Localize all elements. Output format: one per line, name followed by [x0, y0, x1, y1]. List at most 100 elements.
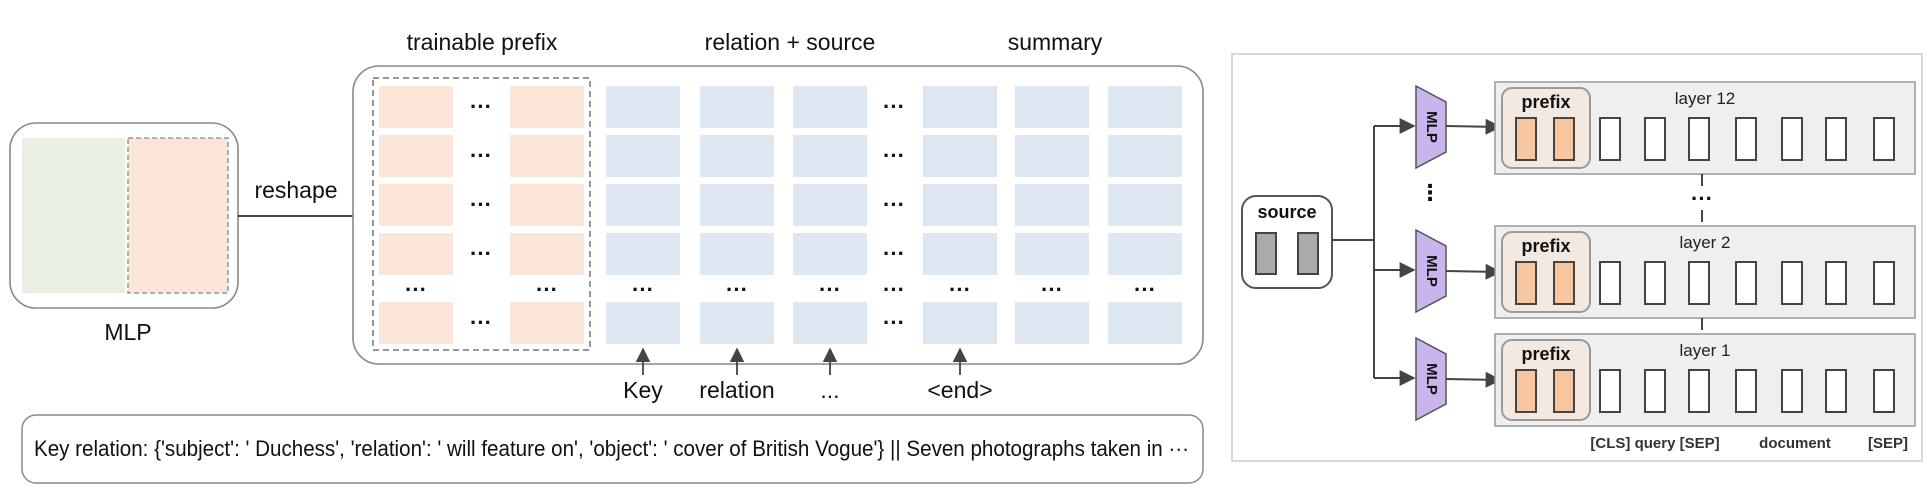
left-panel: MLP reshape trainable prefix relation + …	[9, 29, 1204, 484]
sequence-token-cell	[793, 184, 867, 226]
sequence-token-cell	[1015, 302, 1089, 344]
sequence-token-cell	[923, 135, 997, 177]
sequence-token-cell	[1108, 233, 1182, 275]
prefix-token	[1515, 369, 1537, 413]
sequence-token-cell	[793, 302, 867, 344]
sequence-token-cell	[606, 233, 680, 275]
token-label-dots: ...	[820, 377, 839, 403]
input-token	[1644, 117, 1666, 161]
label-sep: [SEP]	[1868, 435, 1908, 452]
example-text-box	[21, 414, 1204, 484]
mlp-green-block	[22, 138, 125, 293]
header-relation-source: relation + source	[705, 29, 876, 55]
mlp-label-layer-12: MLP	[1423, 111, 1440, 143]
sequence-token-cell	[1015, 184, 1089, 226]
matrix-ellipsis: ···	[883, 241, 905, 266]
sequence-token-cell	[606, 135, 680, 177]
sequence-token-cell	[1015, 135, 1089, 177]
sequence-token-cell	[793, 86, 867, 128]
layer-block: layer 12 prefix	[1494, 81, 1916, 175]
prefix-label: prefix	[1521, 92, 1570, 112]
input-token	[1688, 117, 1710, 161]
transformer-layers: layer 12 prefix layer 2 prefix layer 1 prefix	[1494, 81, 1916, 427]
matrix-ellipsis: ···	[470, 94, 492, 119]
prefix-token-cell	[510, 184, 584, 226]
matrix-ellipsis: ···	[883, 192, 905, 217]
example-text: Key relation: {'subject': ' Duchess', 'r…	[34, 436, 1189, 461]
input-token	[1873, 369, 1895, 413]
mlp-trapezoid-layer-1	[1415, 336, 1447, 422]
prefix-token-cell	[510, 233, 584, 275]
sequence-token-cell	[1015, 86, 1089, 128]
matrix-ellipsis: ···	[405, 277, 427, 302]
matrix-ellipsis: ···	[470, 192, 492, 217]
prefix-token-cell	[379, 86, 453, 128]
header-summary: summary	[1008, 29, 1103, 55]
input-token	[1781, 261, 1803, 305]
input-token	[1825, 261, 1847, 305]
input-token	[1688, 261, 1710, 305]
prefix-label: prefix	[1521, 344, 1570, 364]
mlp-label: MLP	[104, 319, 151, 345]
input-token	[1599, 261, 1621, 305]
label-document: document	[1759, 435, 1831, 452]
sequence-token-cell	[923, 184, 997, 226]
sequence-token-cell	[923, 233, 997, 275]
prefix-label: prefix	[1521, 236, 1570, 256]
sequence-token-cell	[700, 135, 774, 177]
sequence-token-cell	[700, 302, 774, 344]
sequence-token-cell	[793, 135, 867, 177]
input-token	[1599, 369, 1621, 413]
sequence-token-cell	[1015, 233, 1089, 275]
sequence-token-cell	[1108, 86, 1182, 128]
matrix-ellipsis: ···	[819, 277, 841, 302]
header-trainable-prefix: trainable prefix	[407, 29, 558, 55]
sequence-token-cell	[700, 86, 774, 128]
label-cls-query-sep: [CLS] query [SEP]	[1590, 435, 1719, 452]
sequence-token-cell	[923, 86, 997, 128]
sequence-token-cell	[606, 302, 680, 344]
prefix-token-cell	[510, 86, 584, 128]
mlp-vdots: ⋮	[1419, 180, 1441, 205]
matrix-ellipsis: ···	[470, 310, 492, 335]
layer-label: layer 12	[1675, 89, 1735, 108]
prefix-token-cell	[510, 135, 584, 177]
sequence-token-cell	[606, 86, 680, 128]
input-token	[1825, 369, 1847, 413]
matrix-ellipsis: ···	[470, 241, 492, 266]
prefix-token	[1515, 261, 1537, 305]
matrix-ellipsis: ···	[883, 310, 905, 335]
mlp-trapezoid-layer-2	[1415, 228, 1447, 314]
sequence-token-cell	[1108, 302, 1182, 344]
prefix-token	[1553, 369, 1575, 413]
sequence-token-cell	[606, 184, 680, 226]
mlp-label-layer-1: MLP	[1423, 363, 1440, 395]
input-token	[1735, 117, 1757, 161]
matrix-ellipsis: ···	[536, 277, 558, 302]
token-label-key: Key	[623, 377, 663, 403]
matrix-ellipsis: ···	[1134, 277, 1156, 302]
prefix-token-cell	[379, 233, 453, 275]
prefix-token-cell	[379, 302, 453, 344]
layer-label: layer 2	[1679, 233, 1730, 252]
input-token	[1825, 117, 1847, 161]
input-token	[1781, 369, 1803, 413]
sequence-token-cell	[923, 302, 997, 344]
right-panel: source MLP MLP MLP ⋮ layer 12prefixlayer…	[1231, 53, 1923, 462]
sequence-token-cell	[1108, 184, 1182, 226]
source-label: source	[1257, 202, 1316, 222]
layer-block: layer 1 prefix	[1494, 333, 1916, 427]
reshape-label: reshape	[254, 177, 337, 203]
input-token	[1735, 261, 1757, 305]
mlp-to-prefix-1	[1445, 371, 1502, 388]
sequence-token-cell	[793, 233, 867, 275]
prefix-token	[1553, 117, 1575, 161]
mlp-to-prefix-12	[1445, 118, 1502, 135]
source-token-2	[1297, 232, 1319, 275]
matrix-ellipsis: ···	[949, 277, 971, 302]
mlp-to-prefix-2	[1445, 263, 1502, 280]
prefix-token-cell	[379, 184, 453, 226]
input-token	[1781, 117, 1803, 161]
mlp-trapezoid-layer-12	[1415, 84, 1447, 170]
